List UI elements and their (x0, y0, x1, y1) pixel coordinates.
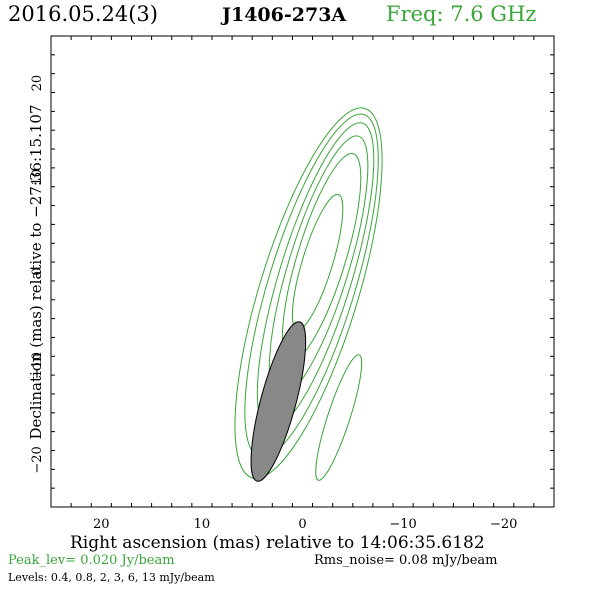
y-tick-label: 0 (30, 267, 45, 275)
x-tick-label: −20 (490, 517, 517, 532)
contour-line (315, 354, 363, 481)
y-tick-labels: 20 10 0 −10 −20 (30, 75, 45, 474)
y-tick-label: −20 (30, 446, 45, 473)
peak-level: Peak_lev= 0.020 Jy/beam (8, 553, 175, 568)
beam-group (250, 321, 307, 482)
y-tick-label: 10 (30, 169, 45, 186)
plot-frame (50, 35, 555, 508)
contour-levels: Levels: 0.4, 0.8, 2, 3, 6, 13 mJy/beam (8, 571, 215, 584)
x-axis-label: Right ascension (mas) relative to 14:06:… (70, 533, 485, 553)
x-tick-label: 20 (93, 517, 110, 532)
contour-group (234, 107, 383, 481)
frequency-label: Freq: 7.6 GHz (386, 2, 537, 26)
x-tick-label: −10 (389, 517, 416, 532)
x-tick-labels: 20 10 0 −10 −20 (93, 517, 517, 532)
rms-noise: Rms_noise= 0.08 mJy/beam (314, 553, 498, 568)
y-axis-label: Declination (mas) relative to −27:36:15.… (27, 104, 45, 439)
x-tick-label: 10 (194, 517, 211, 532)
axis-ticks (50, 35, 555, 508)
source-name: J1406-273A (222, 4, 347, 26)
restoring-beam (250, 321, 307, 482)
observation-date: 2016.05.24(3) (8, 2, 158, 26)
y-tick-label: −10 (30, 352, 45, 379)
x-tick-label: 0 (298, 517, 306, 532)
contour-line (244, 113, 379, 458)
contour-line (234, 107, 383, 479)
y-tick-label: 20 (30, 75, 45, 92)
